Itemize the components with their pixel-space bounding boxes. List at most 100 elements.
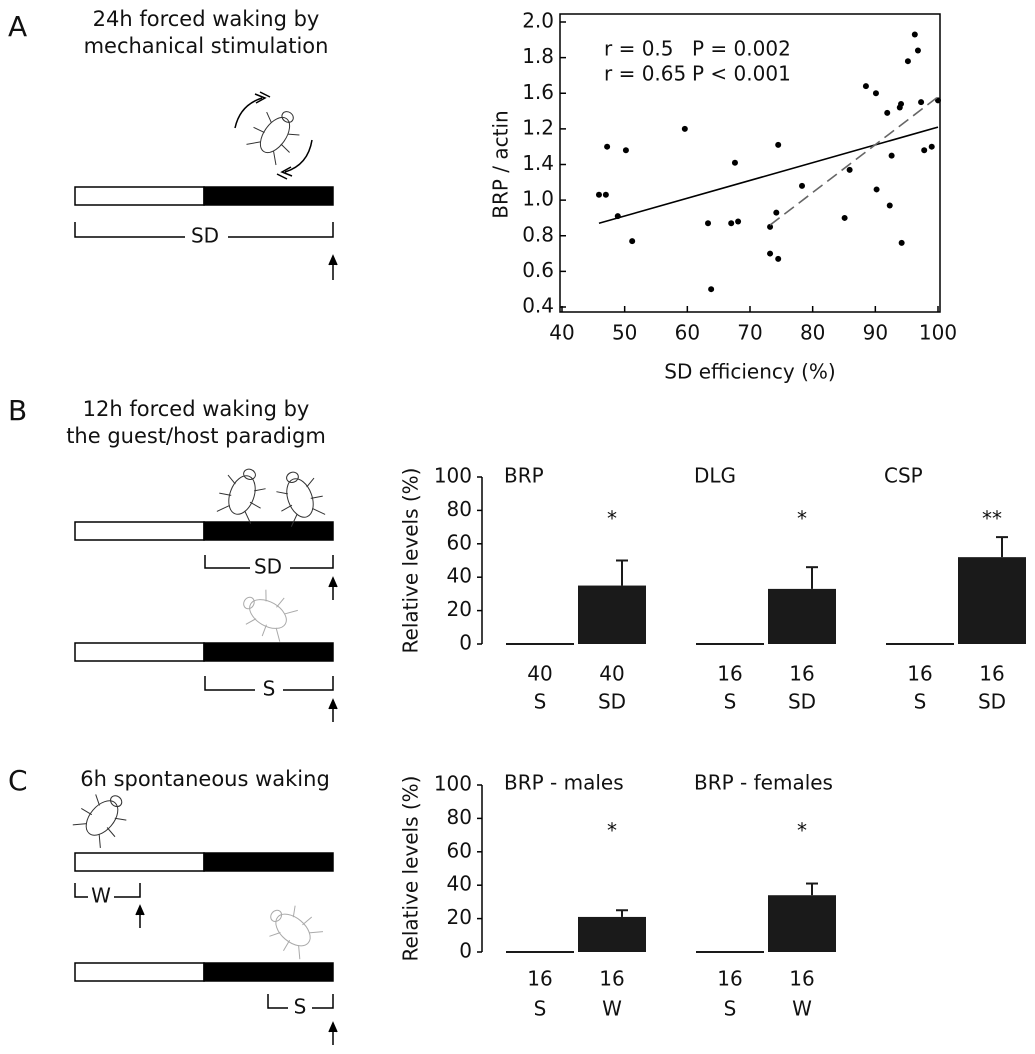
data-point: [731, 159, 738, 166]
x-tick-label: S: [534, 997, 547, 1021]
data-point: [918, 99, 925, 106]
group-label: BRP: [504, 464, 544, 488]
panel-label: A: [8, 10, 27, 43]
data-point: [767, 223, 774, 230]
n-label: 16: [789, 662, 814, 686]
data-point: [886, 202, 893, 209]
schematic: [74, 852, 338, 1045]
y-tick-label: 1.4: [522, 151, 554, 175]
significance: *: [797, 819, 807, 843]
y-tick-label: 80: [447, 805, 472, 829]
schematic: [74, 521, 338, 722]
x-tick-label: S: [724, 690, 737, 714]
y-tick-label: 20: [447, 905, 472, 929]
panel-title: 6h spontaneous waking: [80, 767, 330, 791]
y-axis-label: Relative levels (%): [399, 776, 423, 962]
y-tick-label: 1.0: [522, 187, 554, 211]
n-label: 16: [717, 662, 742, 686]
data-point: [705, 220, 712, 227]
data-point: [629, 238, 636, 245]
panel-label: B: [8, 394, 27, 427]
y-tick-label: 0: [459, 939, 472, 963]
group-label: CSP: [884, 464, 923, 488]
bar: [768, 588, 836, 644]
n-label: 16: [907, 662, 932, 686]
data-point: [921, 147, 928, 154]
data-point: [728, 220, 735, 227]
data-point: [846, 166, 853, 173]
panel-title: 12h forced waking by: [83, 397, 310, 421]
fit-line: [598, 126, 939, 225]
bracket-label: S: [263, 677, 276, 701]
x-axis-label: SD efficiency (%): [664, 360, 835, 384]
data-point: [862, 83, 869, 90]
y-tick-label: 40: [447, 564, 472, 588]
bar: [768, 895, 836, 952]
data-point: [775, 141, 782, 148]
annotation: r = 0.65: [604, 62, 686, 86]
panel-title: 24h forced waking by: [93, 7, 320, 31]
significance: *: [607, 507, 617, 531]
bar: [578, 585, 646, 644]
group-label: DLG: [694, 464, 736, 488]
data-point: [911, 31, 918, 38]
data-point: [604, 143, 611, 150]
data-point: [928, 143, 935, 150]
fly-icon: [216, 468, 266, 524]
y-tick-label: 0.8: [522, 222, 554, 246]
panel-title: the guest/host paradigm: [66, 424, 326, 448]
y-tick-label: 1.6: [522, 80, 554, 104]
y-tick-label: 1.2: [522, 115, 554, 139]
x-tick-label: S: [724, 997, 737, 1021]
annotation: r = 0.5: [604, 37, 674, 61]
fly-icon: [72, 794, 127, 848]
data-point: [884, 109, 891, 116]
x-tick-label: W: [602, 997, 622, 1021]
data-point: [914, 47, 921, 54]
significance: **: [982, 507, 1002, 531]
data-point: [775, 255, 782, 262]
schematic: [74, 91, 338, 280]
bracket-label: W: [91, 884, 111, 908]
x-tick-label: 90: [863, 321, 888, 345]
significance: *: [797, 507, 807, 531]
bracket-label: SD: [254, 555, 282, 579]
bracket-label: SD: [191, 224, 219, 248]
y-tick-label: 100: [434, 772, 472, 796]
y-tick-label: 60: [447, 530, 472, 554]
significance: *: [607, 819, 617, 843]
panel-label: C: [8, 764, 28, 797]
y-axis-label: Relative levels (%): [399, 468, 423, 654]
data-point: [735, 218, 742, 225]
data-point: [841, 214, 848, 221]
panel-title: mechanical stimulation: [84, 34, 329, 58]
fly-icon: [276, 471, 326, 527]
n-label: 16: [527, 967, 552, 991]
x-tick-label: SD: [598, 690, 626, 714]
annotation: P = 0.002: [692, 37, 791, 61]
y-axis-label: BRP / actin: [489, 110, 513, 218]
data-point: [898, 100, 905, 107]
group-label: BRP - males: [504, 771, 624, 795]
y-tick-label: 60: [447, 838, 472, 862]
y-tick-label: 80: [447, 497, 472, 521]
x-tick-label: SD: [978, 690, 1006, 714]
x-tick-label: W: [792, 997, 812, 1021]
y-tick-label: 0.6: [522, 258, 554, 282]
data-point: [622, 147, 629, 154]
x-tick-label: 100: [919, 321, 957, 345]
bar: [958, 557, 1026, 644]
x-tick-label: 60: [675, 321, 700, 345]
data-point: [595, 191, 602, 198]
data-point: [873, 186, 880, 193]
n-label: 16: [789, 967, 814, 991]
data-point: [767, 250, 774, 257]
x-tick-label: S: [914, 690, 927, 714]
data-point: [904, 58, 911, 65]
x-tick-label: 50: [612, 321, 637, 345]
fly-icon: [243, 589, 298, 642]
data-point: [898, 239, 905, 246]
x-tick-label: SD: [788, 690, 816, 714]
n-label: 16: [979, 662, 1004, 686]
